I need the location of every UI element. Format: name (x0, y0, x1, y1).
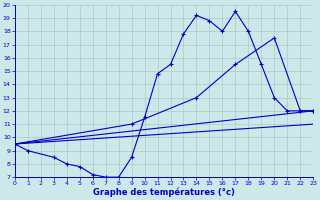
X-axis label: Graphe des températures (°c): Graphe des températures (°c) (93, 188, 235, 197)
